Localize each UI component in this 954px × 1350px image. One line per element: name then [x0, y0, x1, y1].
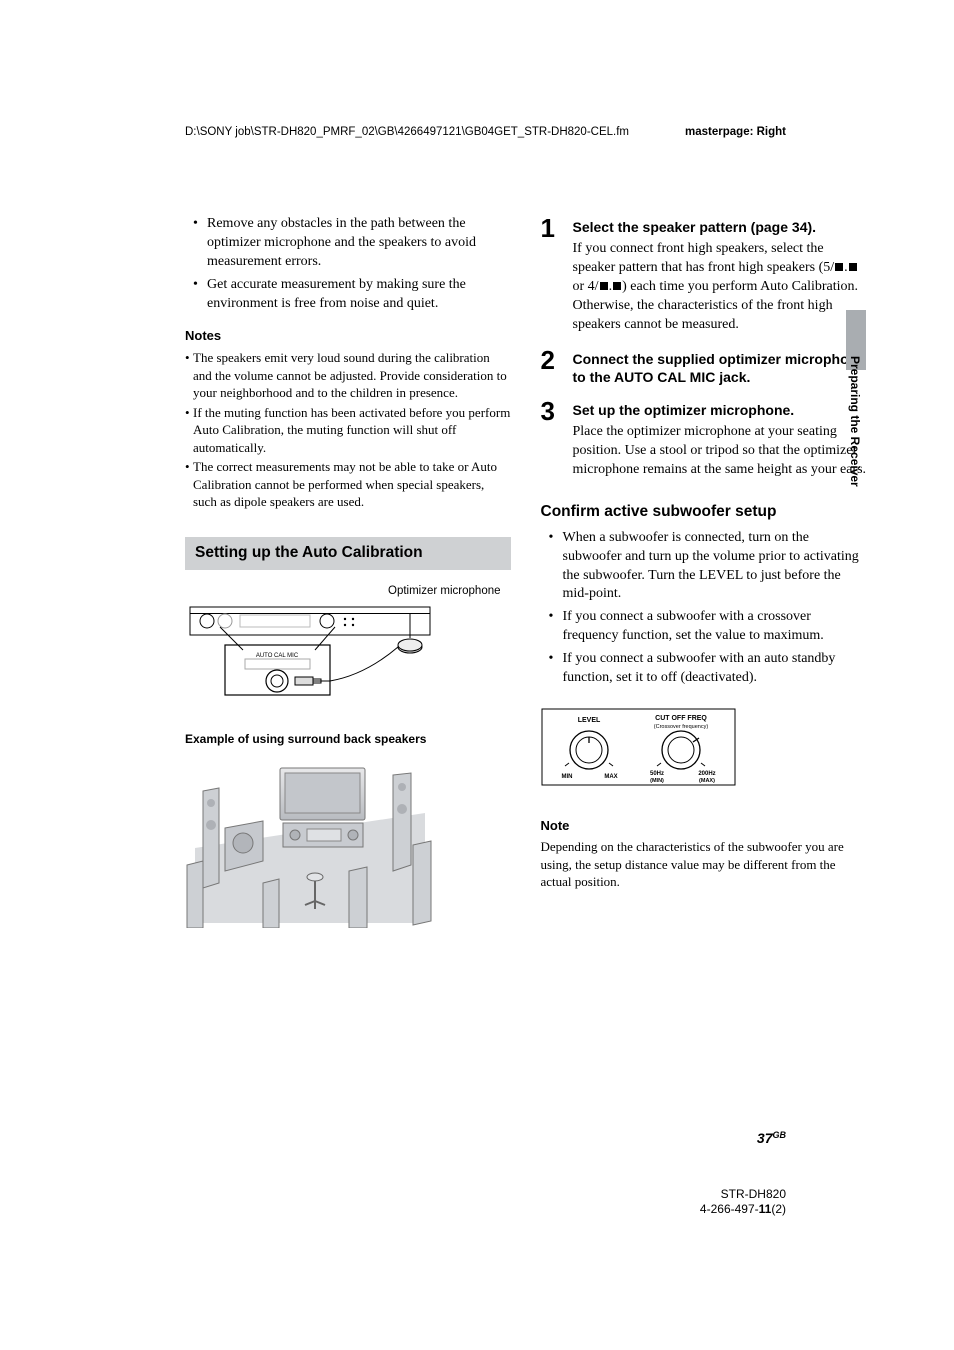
page-number: 37GB	[757, 1129, 786, 1148]
step-title: Set up the optimizer microphone.	[573, 401, 867, 419]
note2-text: Depending on the characteristics of the …	[541, 838, 867, 891]
cutoff-label: CUT OFF FREQ	[655, 715, 707, 722]
step-body: If you connect front high speakers, sele…	[573, 240, 867, 334]
twoh-label: 200Hz	[698, 771, 715, 777]
square-icon	[849, 263, 857, 271]
page-header: D:\SONY job\STR-DH820_PMRF_02\GB\4266497…	[185, 125, 786, 141]
max-label: MAX	[604, 774, 617, 780]
twoh-sub: (MAX)	[699, 778, 715, 784]
step-body: Place the optimizer microphone at your s…	[573, 423, 867, 480]
note2-heading: Note	[541, 817, 867, 835]
intro-bullets: Remove any obstacles in the path between…	[185, 215, 511, 313]
list-item: Remove any obstacles in the path between…	[197, 215, 511, 272]
right-column: 1 Select the speaker pattern (page 34). …	[541, 215, 867, 935]
list-item: The speakers emit very loud sound during…	[185, 349, 511, 402]
list-item: When a subwoofer is connected, turn on t…	[553, 529, 867, 605]
model-code-a: 4-266-497-	[700, 1202, 759, 1216]
list-item: If you connect a subwoofer with an auto …	[553, 650, 867, 688]
mic-label: Optimizer microphone	[185, 584, 501, 600]
step-1: 1 Select the speaker pattern (page 34). …	[541, 215, 867, 335]
square-icon	[600, 282, 608, 290]
room-diagram	[185, 753, 435, 928]
step-title: Connect the supplied optimizer microphon…	[573, 350, 867, 386]
content-columns: Remove any obstacles in the path between…	[185, 215, 866, 935]
example-caption: Example of using surround back speakers	[185, 731, 511, 747]
header-path: D:\SONY job\STR-DH820_PMRF_02\GB\4266497…	[185, 125, 629, 141]
step-number: 3	[541, 398, 563, 480]
level-label: LEVEL	[577, 717, 600, 724]
dial-diagram: LEVEL CUT OFF FREQ (Crossover frequency)…	[541, 708, 736, 786]
section-tab-label: Preparing the Receiver	[847, 356, 863, 487]
section-heading: Setting up the Auto Calibration	[185, 537, 511, 570]
notes-list: The speakers emit very loud sound during…	[185, 349, 511, 511]
confirm-heading: Confirm active subwoofer setup	[541, 502, 867, 523]
fifty-label: 50Hz	[649, 771, 663, 777]
model-code-c: (2)	[771, 1202, 786, 1216]
cutoff-sublabel: (Crossover frequency)	[653, 724, 708, 730]
list-item: If the muting function has been activate…	[185, 404, 511, 457]
list-item: If you connect a subwoofer with a crosso…	[553, 608, 867, 646]
min-label: MIN	[561, 774, 572, 780]
step-number: 2	[541, 347, 563, 386]
step-2: 2 Connect the supplied optimizer microph…	[541, 347, 867, 386]
model-code-b: 11	[759, 1202, 772, 1216]
page-num-value: 37	[757, 1130, 773, 1146]
left-column: Remove any obstacles in the path between…	[185, 215, 511, 935]
page-num-gb: GB	[773, 1130, 787, 1140]
list-item: The correct measurements may not be able…	[185, 458, 511, 511]
square-icon	[613, 282, 621, 290]
square-icon	[835, 263, 843, 271]
confirm-bullets: When a subwoofer is connected, turn on t…	[541, 529, 867, 688]
header-masterpage: masterpage: Right	[685, 125, 786, 141]
steps: 1 Select the speaker pattern (page 34). …	[541, 215, 867, 480]
receiver-diagram: AUTO CAL MIC	[185, 605, 435, 710]
step-3: 3 Set up the optimizer microphone. Place…	[541, 398, 867, 480]
notes-heading: Notes	[185, 327, 511, 345]
list-item: Get accurate measurement by making sure …	[197, 276, 511, 314]
model-name: STR-DH820	[721, 1187, 786, 1201]
step-number: 1	[541, 215, 563, 335]
fifty-sub: (MIN)	[650, 778, 664, 784]
footer-model: STR-DH820 4-266-497-11(2)	[700, 1187, 786, 1218]
svg-text:AUTO CAL MIC: AUTO CAL MIC	[256, 653, 299, 659]
step-title: Select the speaker pattern (page 34).	[573, 218, 867, 236]
